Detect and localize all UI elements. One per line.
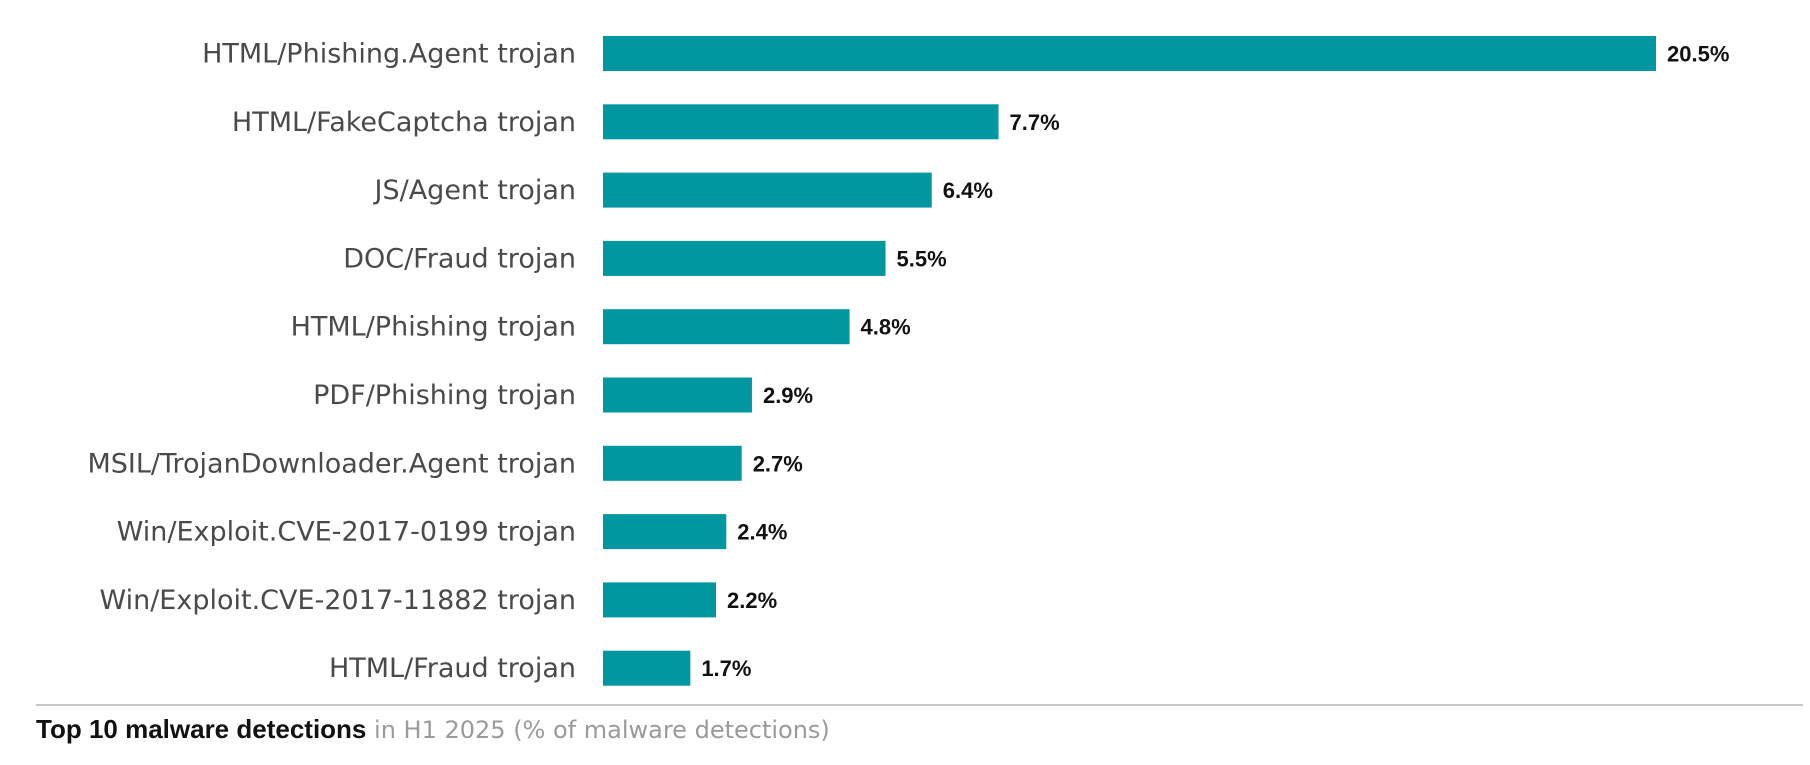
- caption-title: Top 10 malware detections: [36, 714, 367, 744]
- value-label-pdf-phishing-trojan: 2.9%: [763, 383, 813, 408]
- value-label-html-fakecaptcha-trojan: 7.7%: [1010, 110, 1060, 135]
- category-label-js-agent-trojan: JS/Agent trojan: [373, 175, 576, 206]
- value-label-html-fraud-trojan: 1.7%: [701, 656, 751, 681]
- category-label-html-fraud-trojan: HTML/Fraud trojan: [329, 653, 576, 684]
- value-label-win-exploit-cve-2017-11882-trojan: 2.2%: [727, 588, 777, 613]
- bar-js-agent-trojan: [603, 172, 932, 208]
- bar-win-exploit-cve-2017-0199-trojan: [603, 514, 727, 550]
- bar-html-fakecaptcha-trojan: [603, 104, 999, 140]
- value-label-win-exploit-cve-2017-0199-trojan: 2.4%: [737, 520, 787, 545]
- value-label-js-agent-trojan: 6.4%: [943, 178, 993, 203]
- caption-subtitle: in H1 2025 (% of malware detections): [366, 716, 830, 744]
- category-label-html-phishing-trojan: HTML/Phishing trojan: [291, 312, 576, 343]
- bar-chart: HTML/Phishing.Agent trojan 20.5% HTML/Fake…: [87, 36, 1729, 686]
- caption-divider: [36, 704, 1803, 706]
- value-label-msil-trojandownloader-agent-trojan: 2.7%: [753, 451, 803, 476]
- category-label-msil-trojandownloader-agent-trojan: MSIL/TrojanDownloader.Agent trojan: [87, 448, 576, 479]
- chart-caption: Top 10 malware detections in H1 2025 (% …: [36, 711, 830, 748]
- category-label-win-exploit-cve-2017-11882-trojan: Win/Exploit.CVE-2017-11882 trojan: [99, 585, 576, 616]
- bar-doc-fraud-trojan: [603, 240, 886, 276]
- value-label-html-phishing-trojan: 4.8%: [861, 315, 911, 340]
- category-label-html-phishing-agent-trojan: HTML/Phishing.Agent trojan: [202, 39, 576, 70]
- value-label-doc-fraud-trojan: 5.5%: [897, 246, 947, 271]
- bar-pdf-phishing-trojan: [603, 377, 752, 413]
- bar-html-fraud-trojan: [603, 650, 691, 686]
- value-label-html-phishing-agent-trojan: 20.5%: [1667, 42, 1729, 67]
- bar-html-phishing-trojan: [603, 309, 850, 345]
- category-label-pdf-phishing-trojan: PDF/Phishing trojan: [313, 380, 576, 411]
- category-label-doc-fraud-trojan: DOC/Fraud trojan: [343, 243, 576, 274]
- category-label-win-exploit-cve-2017-0199-trojan: Win/Exploit.CVE-2017-0199 trojan: [117, 517, 576, 548]
- bar-win-exploit-cve-2017-11882-trojan: [603, 582, 717, 618]
- bar-html-phishing-agent-trojan: [603, 36, 1656, 71]
- bar-msil-trojandownloader-agent-trojan: [603, 445, 742, 481]
- category-label-html-fakecaptcha-trojan: HTML/FakeCaptcha trojan: [232, 107, 576, 138]
